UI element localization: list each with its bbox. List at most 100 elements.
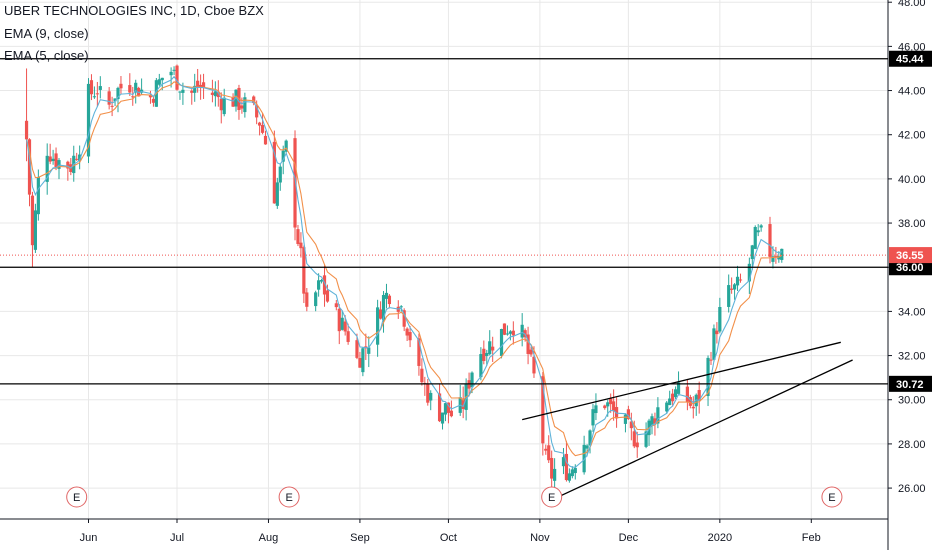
candle-body — [756, 230, 760, 233]
candle-body — [116, 87, 120, 100]
candle-body — [263, 135, 268, 145]
candle-body — [196, 80, 200, 88]
y-tick-label: 26.00 — [898, 483, 926, 495]
candle-body — [355, 340, 359, 358]
candle-body — [588, 430, 592, 446]
candle-body — [378, 309, 383, 319]
candle-body — [532, 356, 536, 374]
y-tick-label: 48.00 — [898, 0, 926, 9]
candle-body — [319, 280, 324, 282]
candle-body — [420, 368, 424, 383]
candle-body — [461, 398, 465, 409]
candle-body — [358, 358, 362, 368]
y-tick-label: 34.00 — [898, 306, 926, 318]
candle-body — [402, 310, 406, 327]
candle-body — [255, 105, 259, 118]
candle-body — [594, 405, 598, 414]
candle-body — [113, 98, 117, 102]
candle-body — [178, 91, 182, 93]
candle-body — [564, 453, 569, 481]
candle-body — [709, 359, 713, 361]
candle-body — [160, 77, 164, 81]
y-tick-label: 40.00 — [898, 174, 926, 186]
candle-body — [340, 317, 344, 330]
candle-body — [417, 338, 421, 366]
candle-body — [437, 393, 442, 422]
earnings-event-label: E — [548, 492, 555, 504]
candle-body — [470, 372, 474, 388]
ema5-legend: EMA (5, close) — [4, 48, 89, 63]
x-tick-label: Jul — [170, 532, 184, 544]
candle-body — [222, 97, 226, 115]
candle-body — [405, 328, 409, 336]
level-tag-label: 36.00 — [896, 262, 924, 274]
candle-body — [449, 410, 453, 417]
candle-body — [697, 390, 701, 401]
candle-body — [381, 294, 386, 321]
candle-body — [151, 98, 156, 103]
candle-body — [612, 401, 616, 412]
trendline — [522, 341, 841, 421]
candle-body — [644, 431, 648, 447]
candle-body — [656, 407, 660, 424]
y-tick-label: 42.00 — [898, 130, 926, 142]
candle-body — [426, 384, 430, 403]
candle-body — [376, 307, 380, 345]
candle-body — [278, 166, 282, 183]
candle-body — [629, 421, 633, 429]
candle-body — [553, 468, 557, 481]
earnings-event-marker — [541, 486, 563, 508]
candle-body — [673, 389, 678, 398]
x-tick-label: Nov — [530, 532, 550, 544]
trendline — [548, 359, 853, 502]
x-tick-label: Aug — [259, 532, 279, 544]
candle-body — [582, 444, 586, 473]
candle-body — [626, 409, 630, 420]
candle-body — [718, 307, 722, 332]
candle-body — [606, 402, 610, 407]
candle-body — [157, 79, 161, 85]
y-tick-label: 38.00 — [898, 218, 926, 230]
candle-body — [27, 139, 32, 195]
candle-body — [384, 292, 389, 299]
candle-body — [771, 256, 775, 262]
earnings-event-label: E — [285, 492, 292, 504]
candle-body — [573, 467, 577, 474]
x-tick-label: Jun — [80, 532, 98, 544]
candle-body — [712, 328, 716, 360]
candle-body — [24, 120, 29, 140]
candle-body — [258, 122, 262, 126]
candle-body — [408, 332, 412, 341]
candle-body — [293, 138, 297, 228]
candle-body — [86, 83, 91, 157]
candle-body — [66, 161, 70, 169]
candle-body — [768, 224, 772, 257]
candle-body — [387, 295, 392, 305]
candle-body — [367, 347, 371, 354]
candle-body — [706, 357, 710, 397]
candle-body — [544, 448, 548, 451]
candle-body — [36, 176, 40, 215]
candle-body — [361, 348, 365, 373]
candle-body — [635, 442, 639, 448]
candle-body — [281, 150, 285, 162]
candle-body — [665, 402, 669, 412]
earnings-event-marker — [66, 486, 88, 508]
candle-body — [45, 155, 49, 182]
candle-body — [685, 386, 689, 402]
candle-body — [219, 98, 223, 111]
ema5-line — [26, 75, 783, 468]
candle-body — [727, 285, 731, 307]
candle-body — [502, 323, 507, 335]
candle-body — [110, 105, 114, 107]
candle-body — [54, 153, 58, 168]
candle-body — [511, 330, 515, 336]
candle-body — [92, 96, 97, 98]
candle-body — [30, 195, 35, 246]
candle-body — [688, 397, 692, 406]
candle-body — [33, 210, 38, 250]
candle-body — [213, 91, 217, 97]
candle-body — [260, 124, 265, 133]
candle-body — [520, 324, 524, 338]
